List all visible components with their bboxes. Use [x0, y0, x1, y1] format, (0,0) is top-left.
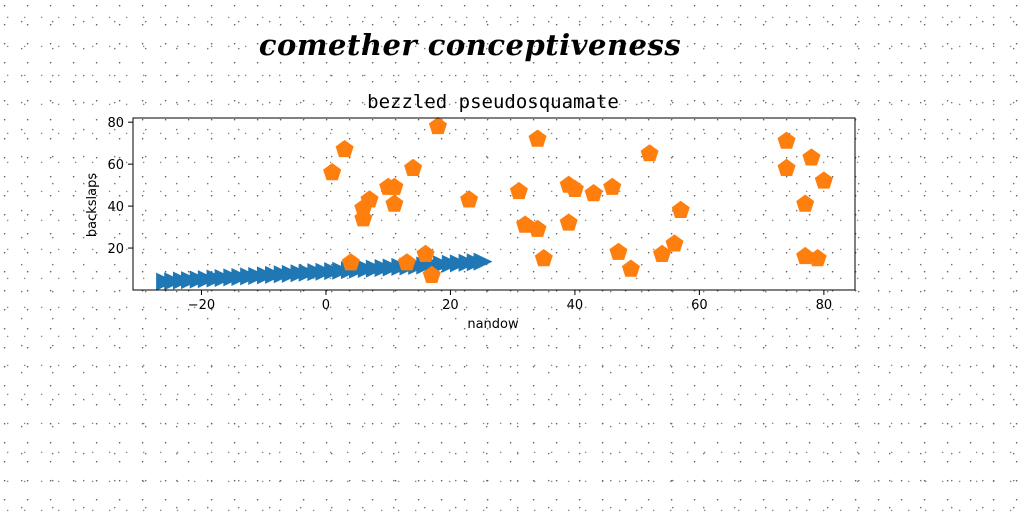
pentagon-point — [460, 190, 479, 208]
pentagon-point — [323, 163, 342, 181]
plot-frame — [132, 117, 856, 291]
pentagon-point — [665, 234, 684, 252]
x-axis: −20 0 20 40 60 80 — [188, 290, 832, 313]
y-tick-label: 40 — [107, 200, 124, 215]
chart-title: bezzled pseudosquamate — [367, 91, 619, 113]
pentagon-point — [640, 144, 659, 162]
y-tick-label: 20 — [107, 242, 124, 257]
series-triangles — [156, 252, 493, 291]
pentagon-point — [360, 190, 379, 208]
y-axis: 20 40 60 80 — [107, 116, 133, 257]
pentagon-point — [422, 265, 441, 283]
x-tick-label: 40 — [567, 298, 584, 313]
pentagon-point — [404, 158, 423, 176]
x-tick-label: 20 — [442, 298, 459, 313]
y-tick-label: 80 — [107, 116, 124, 131]
pentagon-point — [777, 158, 796, 176]
pentagon-point — [653, 244, 672, 262]
pentagon-point — [671, 200, 690, 218]
pentagon-point — [528, 219, 547, 237]
pentagon-point — [385, 177, 404, 195]
y-axis-label: backslaps — [85, 173, 100, 237]
pentagon-point — [354, 209, 373, 227]
pentagon-point — [796, 246, 815, 265]
pentagon-point — [802, 148, 821, 166]
pentagon-point — [796, 194, 815, 212]
pentagon-point — [609, 242, 628, 260]
pentagon-point — [621, 259, 640, 277]
pentagon-point — [584, 184, 603, 202]
plot-area — [156, 116, 833, 291]
figure-suptitle: comether conceptiveness — [258, 28, 682, 62]
pentagon-point — [534, 249, 553, 267]
pentagon-point — [528, 129, 547, 147]
pentagon-point — [777, 131, 796, 149]
series-pentagons — [323, 116, 833, 283]
pentagon-point — [603, 177, 622, 195]
pentagon-point — [509, 181, 528, 200]
x-tick-label: 60 — [691, 298, 708, 313]
pentagon-point — [341, 253, 360, 271]
x-tick-label: 0 — [322, 298, 330, 313]
pentagon-point — [428, 116, 447, 135]
x-tick-label: −20 — [188, 298, 215, 313]
pentagon-point — [559, 213, 578, 231]
pentagon-point — [416, 244, 435, 262]
y-tick-label: 60 — [107, 158, 124, 173]
x-tick-label: 80 — [816, 298, 833, 313]
pentagon-point — [335, 140, 354, 158]
pentagon-point — [814, 171, 833, 189]
pentagon-point — [397, 253, 416, 271]
pentagon-point — [808, 249, 827, 267]
pentagon-point — [385, 194, 404, 212]
x-axis-label: nandow — [467, 317, 519, 332]
triangle-point — [473, 252, 493, 271]
pentagon-point — [565, 179, 584, 197]
